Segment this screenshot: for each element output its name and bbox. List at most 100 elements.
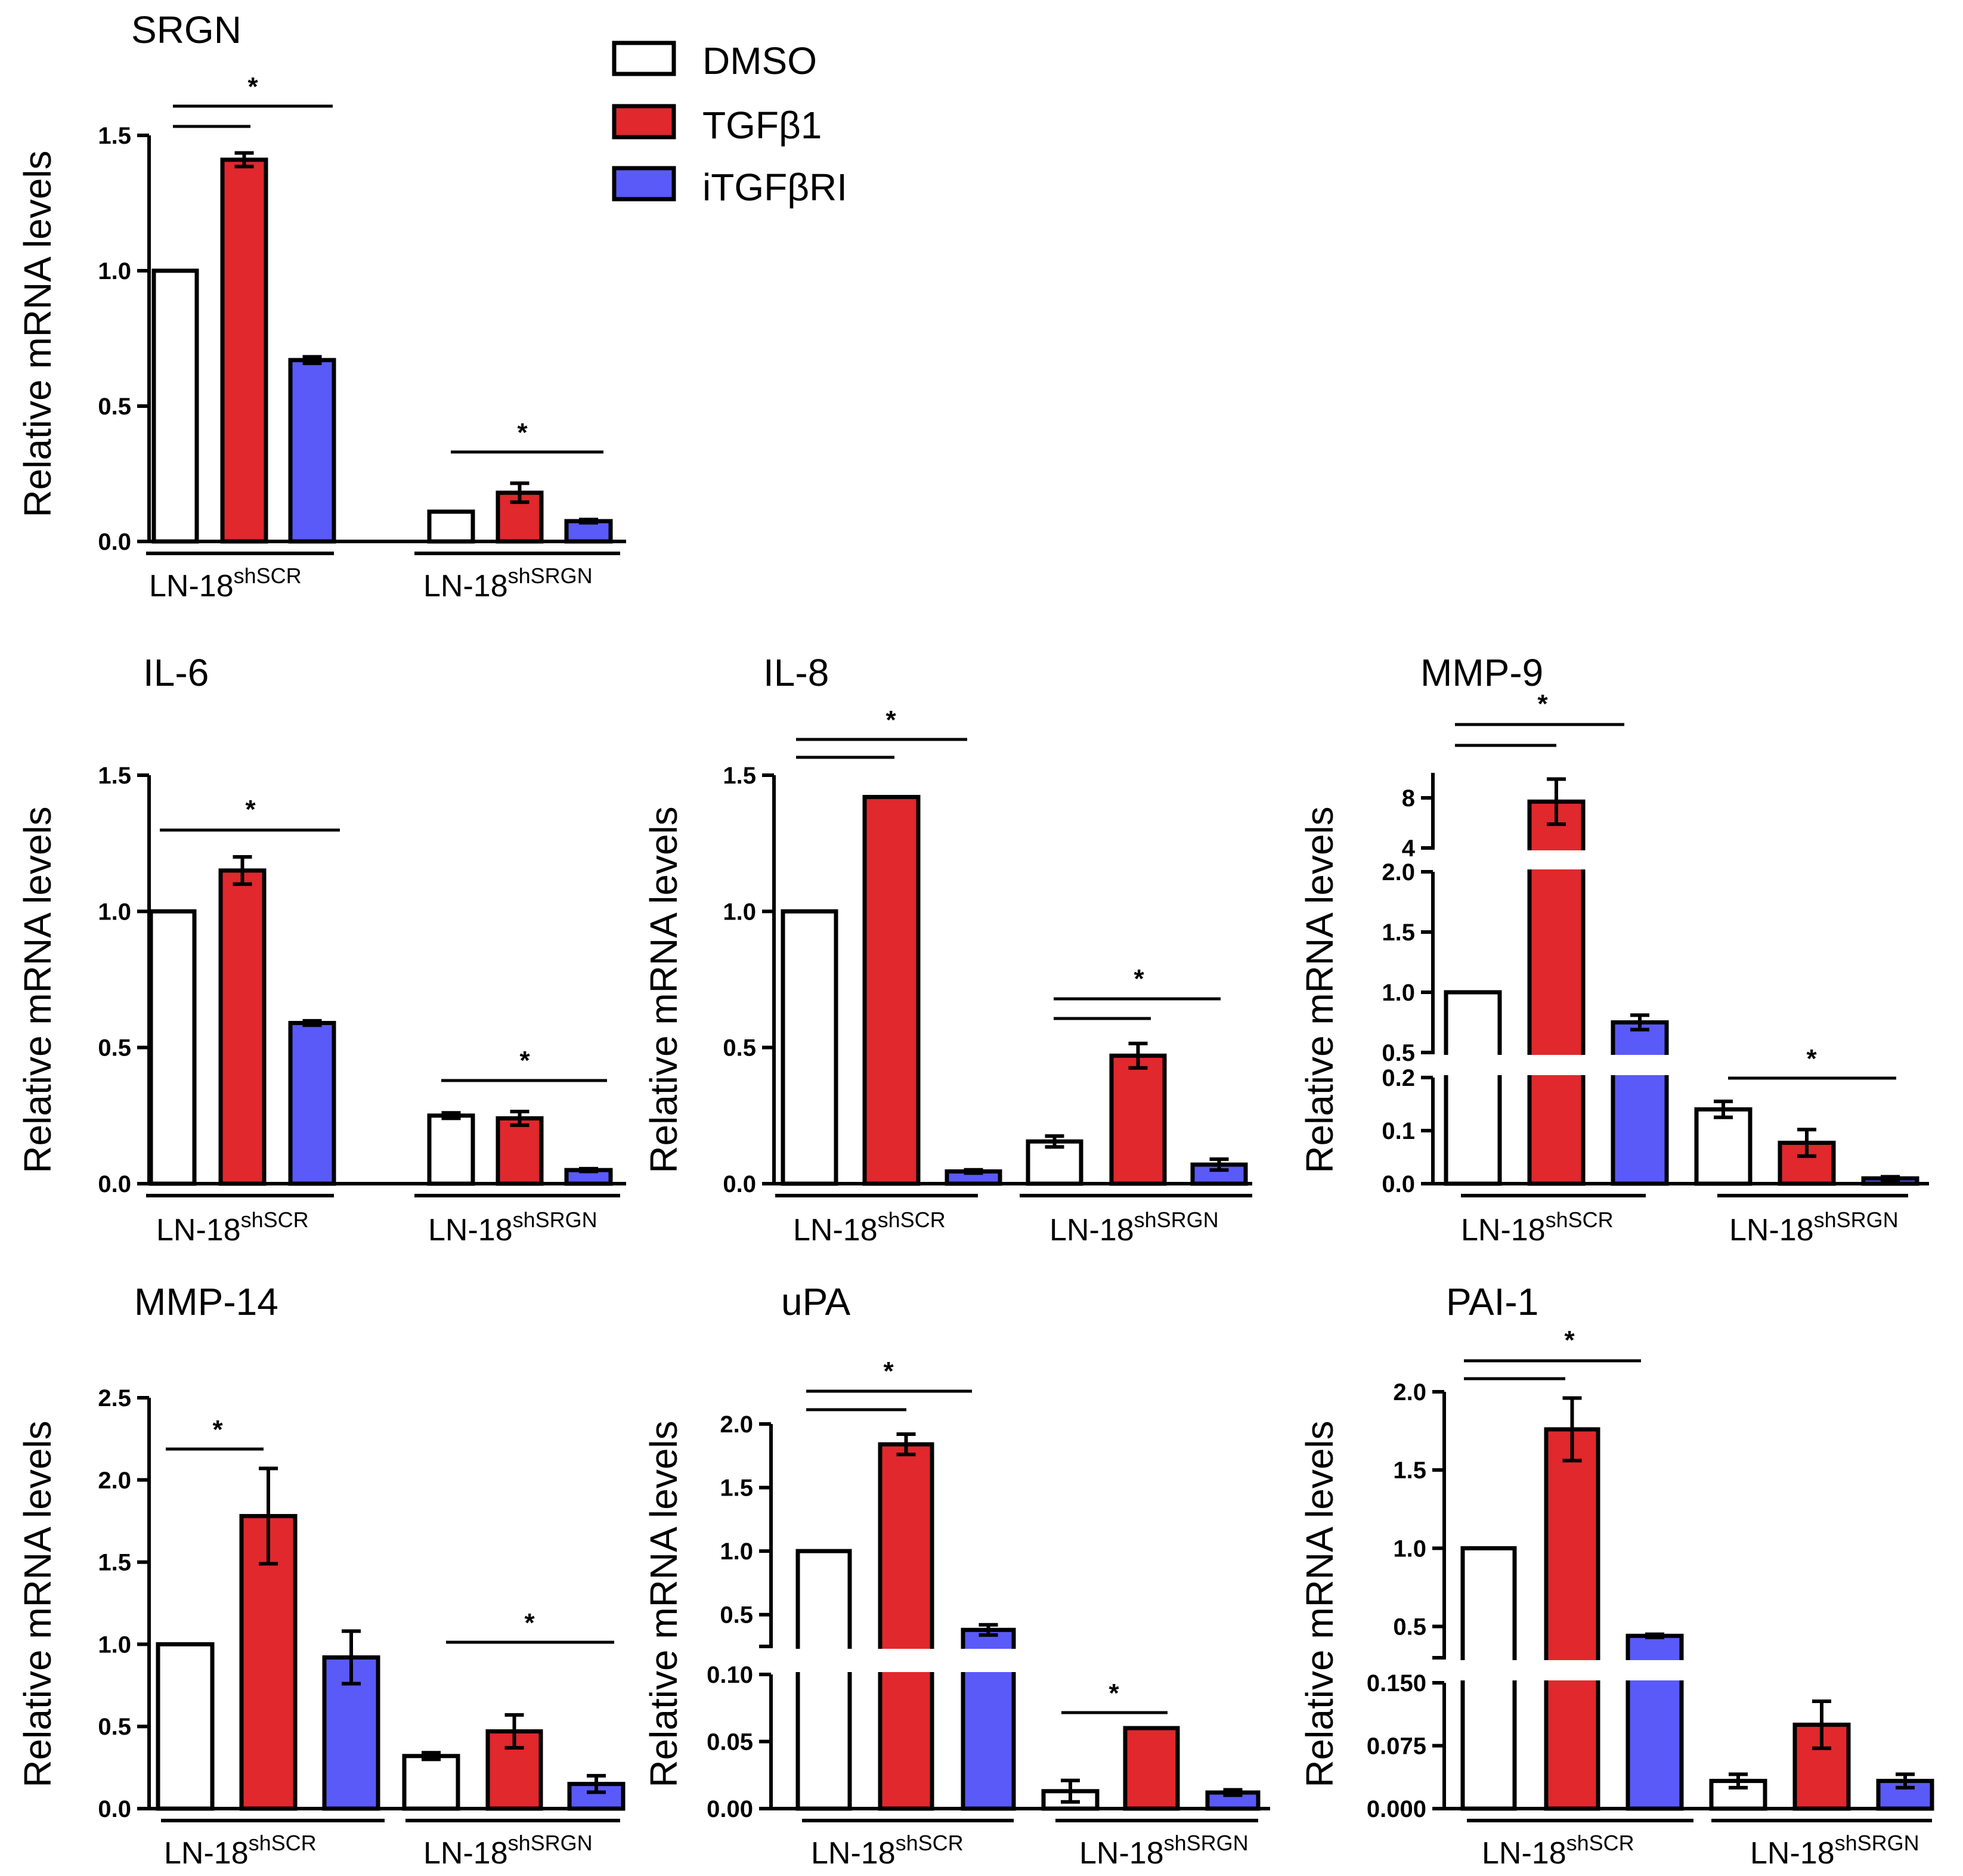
error-bar [302,1019,322,1027]
y-tick-label: 2.0 [98,1468,131,1494]
group-label-superscript: shSRGN [1814,1208,1899,1232]
group-label-shscr: LN-18shSCR [811,1831,964,1871]
bar-tgf1-ln-18shsrgn [496,1116,544,1186]
error-bar [422,1751,441,1762]
group-label-superscript: shSRGN [513,1208,597,1232]
error-bar [1714,1100,1733,1119]
bar-tgf1-ln-18shscr [878,1442,934,1811]
chart-panel-mmp-9: MMP-9 Relative mRNA levels 0.0 0.1 0.20.5 1.0… [1298,651,1931,1247]
y-tick-label: 0.150 [1367,1670,1426,1697]
error-bar [342,1629,361,1686]
significance-star: * [883,1357,894,1386]
y-tick-label: 0.5 [98,394,131,420]
group-label-superscript: shSRGN [508,1831,593,1855]
group-label-superscript: shSRGN [1164,1831,1249,1855]
bar-dmso-ln-18shscr [151,268,199,544]
error-bar [1812,1699,1831,1750]
bar-itgfri-ln-18shscr [1611,1020,1669,1186]
group-label-shscr: LN-18shSCR [1482,1831,1634,1871]
bar-tgf1-ln-18shsrgn [1123,1726,1180,1811]
group-label-base: LN-18 [423,569,508,603]
group-label-base: LN-18 [793,1213,878,1247]
error-bar [441,1111,461,1120]
bar-dmso-ln-18shsrgn [427,1113,475,1186]
significance-star: * [1134,964,1144,993]
y-tick-label: 1.5 [98,1550,131,1576]
axis-break-gap [1435,1055,1931,1075]
bar-tgf1-ln-18shsrgn [1109,1053,1167,1186]
error-bar [579,1166,598,1174]
group-label-base: LN-18 [164,1836,249,1871]
group-label-base: LN-18 [1729,1213,1814,1247]
legend-swatch-dmso [612,41,676,76]
error-bar [1209,1157,1229,1172]
y-tick-label: 0.0 [723,1171,756,1197]
y-tick-label: 1.0 [1393,1536,1426,1562]
error-bar [259,1466,278,1566]
group-label-base: LN-18 [149,569,234,603]
group-label-shscr: LN-18shSCR [156,1208,309,1247]
group-label-base: LN-18 [423,1836,508,1871]
error-bar [1045,1134,1064,1149]
y-axis-label: Relative mRNA levels [1298,806,1341,1173]
group-label-shsrgn: LN-18shSRGN [428,1208,597,1247]
error-bar [896,1432,916,1457]
group-label-base: LN-18 [811,1836,896,1871]
significance-star: * [1109,1679,1119,1708]
bar-tgf1-ln-18shscr [1544,1427,1600,1811]
bar-itgfri-ln-18shscr [288,358,336,544]
y-tick-label: 2.0 [720,1411,753,1438]
y-tick-label: 8 [1402,785,1415,812]
error-bar [1061,1778,1080,1804]
error-bar [302,355,322,366]
significance-star: * [517,418,528,447]
chart-title: SRGN [131,8,241,51]
group-label-base: LN-18 [1461,1213,1546,1247]
bar-dmso-ln-18shsrgn [402,1754,460,1811]
y-axis-label: Relative mRNA levels [16,150,59,517]
group-label-superscript: shSCR [234,564,302,588]
significance-star: * [519,1046,530,1075]
error-bar [1562,1396,1582,1463]
chart-title: IL-6 [143,651,209,694]
y-tick-label: 1.0 [720,1538,753,1565]
significance-star: * [524,1608,535,1637]
group-label-shscr: LN-18shSCR [164,1831,317,1871]
bar-dmso-ln-18shscr [781,909,838,1186]
significance-star: * [1564,1326,1575,1355]
error-bar [1645,1632,1664,1639]
bar-dmso-ln-18shscr [1444,990,1502,1186]
y-tick-label: 1.5 [1382,920,1415,946]
group-label-shsrgn: LN-18shSRGN [1049,1208,1219,1247]
y-tick-label: 0.5 [98,1035,131,1061]
error-bar [1128,1041,1148,1070]
group-label-shscr: LN-18shSCR [793,1208,946,1247]
group-label-shsrgn: LN-18shSRGN [1750,1831,1919,1871]
significance-star: * [1537,689,1548,719]
group-label-superscript: shSCR [1566,1831,1634,1855]
axis-break-gap [773,1649,1272,1672]
y-tick-label: 1.5 [720,1475,753,1502]
y-tick-label: 0.5 [1382,1040,1415,1066]
group-label-superscript: shSRGN [1134,1208,1219,1232]
group-label-shscr: LN-18shSCR [1461,1208,1614,1247]
chart-panel-il-6: IL-6 Relative mRNA levels 0.0 0.5 1.0 1.5 LN-1… [16,651,626,1247]
bar-itgfri-ln-18shscr [288,1021,336,1186]
group-label-superscript: shSRGN [508,564,593,588]
y-tick-label: 1.5 [98,123,131,149]
error-bar [1547,777,1566,826]
error-bar [979,1623,998,1637]
chart-panel-il-8: IL-8 Relative mRNA levels 0.0 0.5 1.0 1.5 LN-1… [642,651,1252,1247]
y-axis-label: Relative mRNA levels [642,1420,685,1787]
bar-tgf1-ln-18shscr [862,795,921,1186]
y-tick-label: 0.10 [707,1662,753,1688]
group-label-shsrgn: LN-18shSRGN [1729,1208,1899,1247]
chart-title: MMP-14 [134,1280,278,1323]
chart-panel-upa: uPA Relative mRNA levels 0.00 0.05 0.10 0.5 1.… [642,1280,1272,1871]
y-tick-label: 1.5 [723,763,756,789]
y-tick-label: 0.5 [1393,1614,1426,1640]
group-label-superscript: shSCR [241,1208,309,1232]
significance-star: * [885,705,896,735]
bar-dmso-ln-18shscr [156,1642,215,1811]
y-tick-label: 0.05 [707,1729,753,1756]
